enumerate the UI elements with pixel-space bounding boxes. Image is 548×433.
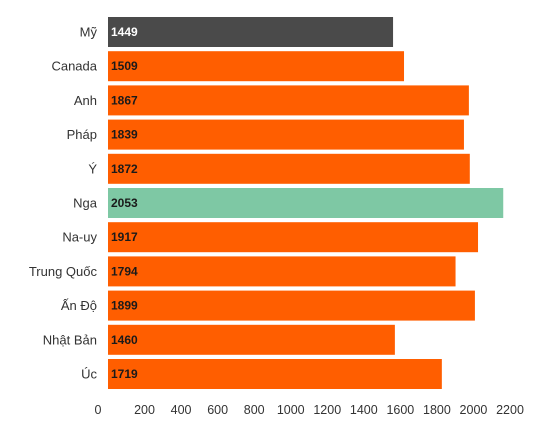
category-label: Pháp: [67, 127, 97, 142]
x-tick-label: 0: [95, 403, 102, 417]
category-label: Anh: [74, 93, 97, 108]
data-label: 1794: [111, 264, 138, 278]
data-label: 1872: [111, 162, 138, 176]
bar: [108, 290, 475, 321]
x-tick-label: 400: [171, 403, 192, 417]
data-label: 2053: [111, 196, 138, 210]
bars-layer: 1449 1509 1867 1839 1872 2053 1917 1794 1899 1460…: [108, 17, 504, 389]
x-tick-label: 2000: [460, 403, 488, 417]
category-label: Na-uy: [62, 230, 97, 245]
x-axis-ticks: 0 200 400 600 800 1000 1200 1400 1600 1800 2000 220…: [95, 403, 524, 417]
x-tick-label: 200: [134, 403, 155, 417]
data-label: 1449: [111, 25, 138, 39]
bar: [108, 153, 470, 184]
data-label: 1839: [111, 128, 138, 142]
category-label: Úc: [81, 367, 97, 382]
data-label: 1719: [111, 367, 138, 381]
x-tick-label: 800: [244, 403, 265, 417]
category-label: Nga: [73, 196, 98, 211]
x-tick-label: 1000: [277, 403, 305, 417]
category-label: Ý: [88, 161, 97, 176]
bar: [108, 119, 464, 150]
bar: [108, 324, 395, 355]
bar: [108, 359, 442, 389]
data-label: 1509: [111, 59, 138, 73]
bar: [108, 17, 394, 47]
bar: [108, 85, 469, 116]
bar: [108, 51, 405, 82]
x-tick-label: 1600: [386, 403, 414, 417]
category-label: Mỹ: [80, 25, 98, 40]
category-label: Trung Quốc: [29, 264, 98, 279]
x-tick-label: 600: [207, 403, 228, 417]
bar: [108, 256, 456, 287]
bar: [108, 222, 479, 253]
category-labels: Mỹ Canada Anh Pháp Ý Nga Na-uy Trung Quốc Ấn Độ N…: [29, 25, 98, 382]
x-tick-label: 1800: [423, 403, 451, 417]
category-label: Canada: [51, 59, 97, 74]
category-label: Nhật Bản: [43, 332, 97, 347]
x-tick-label: 1400: [350, 403, 378, 417]
data-label: 1867: [111, 93, 138, 107]
data-label: 1460: [111, 333, 138, 347]
category-label: Ấn Độ: [61, 298, 97, 313]
bar: [108, 188, 504, 218]
data-label: 1917: [111, 230, 138, 244]
data-label: 1899: [111, 299, 138, 313]
x-tick-label: 2200: [496, 403, 524, 417]
x-tick-label: 1200: [313, 403, 341, 417]
